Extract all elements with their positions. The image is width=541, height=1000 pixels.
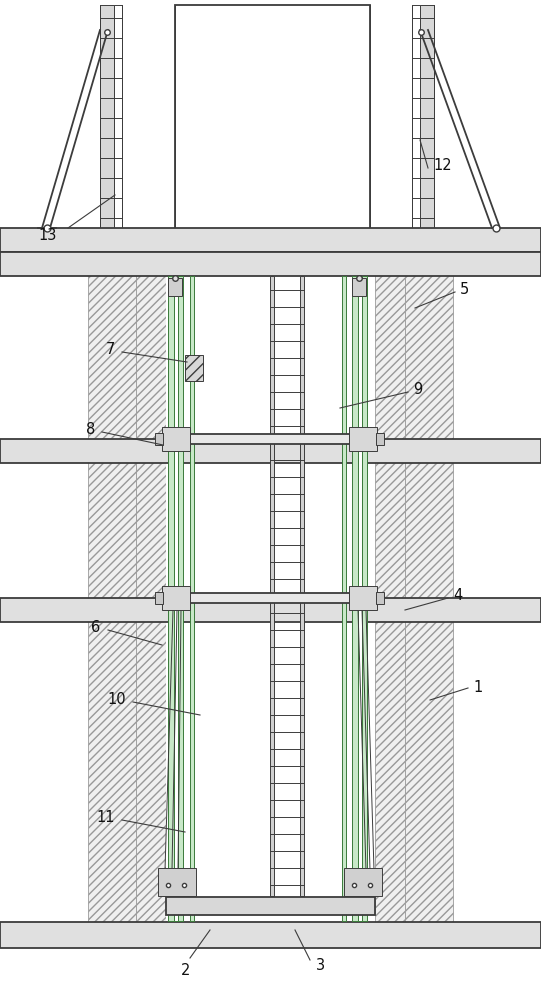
Bar: [270, 276, 274, 896]
Bar: [114, 5, 122, 233]
Bar: [300, 276, 304, 896]
Bar: [174, 276, 178, 921]
Bar: [342, 276, 346, 921]
Bar: [155, 592, 163, 604]
Bar: [405, 252, 453, 922]
Bar: [349, 586, 377, 610]
Bar: [375, 252, 405, 922]
Text: 8: 8: [86, 422, 95, 438]
Bar: [0, 439, 541, 463]
Bar: [168, 278, 182, 296]
Bar: [376, 592, 384, 604]
Bar: [166, 897, 375, 915]
Bar: [420, 5, 434, 233]
Bar: [100, 5, 114, 233]
Bar: [168, 276, 174, 921]
Bar: [178, 276, 183, 921]
Bar: [375, 252, 405, 922]
Bar: [376, 433, 384, 445]
Bar: [0, 598, 541, 622]
Text: 12: 12: [433, 157, 452, 172]
Bar: [349, 427, 377, 451]
Bar: [88, 252, 136, 922]
Text: 2: 2: [181, 963, 190, 978]
Bar: [190, 593, 350, 603]
Bar: [358, 276, 362, 921]
Bar: [190, 276, 194, 921]
Bar: [352, 278, 366, 296]
Bar: [344, 868, 382, 896]
Bar: [352, 276, 358, 921]
Bar: [412, 5, 420, 233]
Text: 1: 1: [473, 680, 482, 696]
Text: 3: 3: [316, 958, 325, 972]
Text: 5: 5: [460, 282, 469, 298]
Bar: [0, 228, 541, 252]
Bar: [166, 276, 375, 921]
Bar: [162, 427, 190, 451]
Bar: [190, 434, 350, 444]
Text: 13: 13: [38, 228, 57, 242]
Bar: [155, 433, 163, 445]
Bar: [185, 355, 203, 381]
Bar: [136, 252, 166, 922]
Bar: [0, 922, 541, 948]
Bar: [88, 252, 136, 922]
Text: 9: 9: [413, 382, 422, 397]
Text: 7: 7: [105, 342, 115, 358]
Bar: [158, 868, 196, 896]
Bar: [0, 252, 541, 276]
Bar: [362, 276, 367, 921]
Bar: [162, 586, 190, 610]
Bar: [136, 252, 166, 922]
Text: 4: 4: [453, 588, 462, 603]
Text: 11: 11: [96, 810, 115, 826]
Bar: [405, 252, 453, 922]
Text: 10: 10: [107, 692, 126, 708]
Text: 6: 6: [91, 620, 100, 636]
Bar: [175, 5, 370, 233]
